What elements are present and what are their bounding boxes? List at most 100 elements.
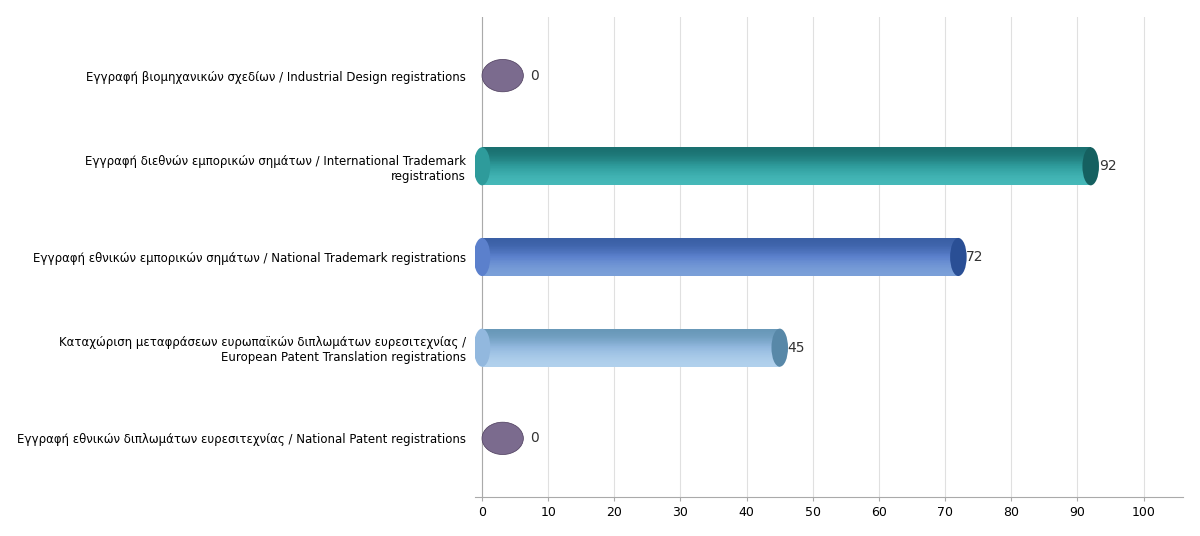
Bar	[482, 160, 1091, 161]
Bar	[482, 344, 780, 345]
Bar	[482, 259, 959, 260]
Bar	[482, 265, 959, 266]
Bar	[482, 170, 1091, 172]
Bar	[482, 330, 780, 331]
Bar	[482, 247, 959, 248]
Ellipse shape	[772, 329, 788, 367]
Bar	[482, 350, 780, 351]
Bar	[482, 272, 959, 273]
Bar	[482, 274, 959, 276]
Bar	[482, 332, 780, 333]
Bar	[482, 153, 1091, 154]
Bar	[482, 149, 1091, 150]
Ellipse shape	[1082, 147, 1099, 185]
Bar	[482, 341, 780, 342]
Bar	[482, 177, 1091, 178]
Bar	[482, 352, 780, 353]
Bar	[482, 184, 1091, 185]
Bar	[482, 152, 1091, 153]
Bar	[482, 340, 780, 341]
Bar	[482, 168, 1091, 169]
Bar	[482, 243, 959, 244]
Ellipse shape	[474, 329, 491, 367]
Bar	[482, 359, 780, 360]
Bar	[482, 337, 780, 338]
Bar	[482, 161, 1091, 162]
Bar	[482, 260, 959, 262]
Bar	[482, 347, 780, 348]
Bar	[482, 269, 959, 270]
Bar	[482, 245, 959, 246]
Ellipse shape	[950, 238, 967, 276]
Text: 0: 0	[530, 69, 539, 83]
Text: 92: 92	[1099, 159, 1116, 173]
Bar	[482, 263, 959, 264]
Bar	[482, 159, 1091, 160]
Text: 0: 0	[530, 431, 539, 445]
Bar	[482, 339, 780, 340]
Bar	[482, 274, 959, 275]
Bar	[482, 239, 959, 240]
Bar	[482, 260, 959, 261]
Bar	[482, 151, 1091, 152]
Bar	[482, 181, 1091, 182]
Bar	[482, 266, 959, 267]
Bar	[482, 176, 1091, 177]
Bar	[482, 157, 1091, 158]
Bar	[482, 250, 959, 251]
Bar	[482, 267, 959, 269]
Bar	[482, 354, 780, 355]
Bar	[482, 172, 1091, 173]
Bar	[482, 243, 959, 244]
Bar	[482, 167, 1091, 168]
Ellipse shape	[482, 59, 523, 92]
Bar	[482, 249, 959, 250]
Bar	[482, 242, 959, 243]
Bar	[482, 355, 780, 356]
Bar	[482, 167, 1091, 168]
Bar	[482, 253, 959, 254]
Bar	[482, 357, 780, 358]
Bar	[482, 345, 780, 346]
Bar	[482, 250, 959, 251]
Bar	[482, 262, 959, 263]
Bar	[482, 158, 1091, 159]
Bar	[482, 257, 959, 258]
Bar	[482, 330, 780, 331]
Bar	[482, 179, 1091, 180]
Bar	[482, 273, 959, 274]
Bar	[482, 342, 780, 343]
Bar	[482, 333, 780, 334]
Bar	[482, 150, 1091, 151]
Bar	[482, 163, 1091, 164]
Bar	[482, 255, 959, 256]
Bar	[482, 334, 780, 335]
Ellipse shape	[474, 238, 491, 276]
Bar	[482, 244, 959, 245]
Bar	[482, 166, 1091, 167]
Bar	[482, 258, 959, 259]
Bar	[482, 257, 959, 258]
Bar	[482, 333, 780, 334]
Bar	[482, 343, 780, 344]
Text: 72: 72	[966, 250, 984, 264]
Bar	[482, 267, 959, 268]
Bar	[482, 246, 959, 247]
Bar	[482, 174, 1091, 175]
Bar	[482, 240, 959, 241]
Bar	[482, 360, 780, 361]
Ellipse shape	[474, 147, 491, 185]
Bar	[482, 175, 1091, 176]
Bar	[482, 335, 780, 336]
Bar	[482, 163, 1091, 165]
Bar	[482, 156, 1091, 157]
Bar	[482, 362, 780, 363]
Bar	[482, 155, 1091, 156]
Bar	[482, 256, 959, 257]
Bar	[482, 184, 1091, 185]
Bar	[482, 254, 959, 255]
Bar	[482, 173, 1091, 174]
Bar	[482, 174, 1091, 175]
Bar	[482, 251, 959, 252]
Bar	[482, 170, 1091, 171]
